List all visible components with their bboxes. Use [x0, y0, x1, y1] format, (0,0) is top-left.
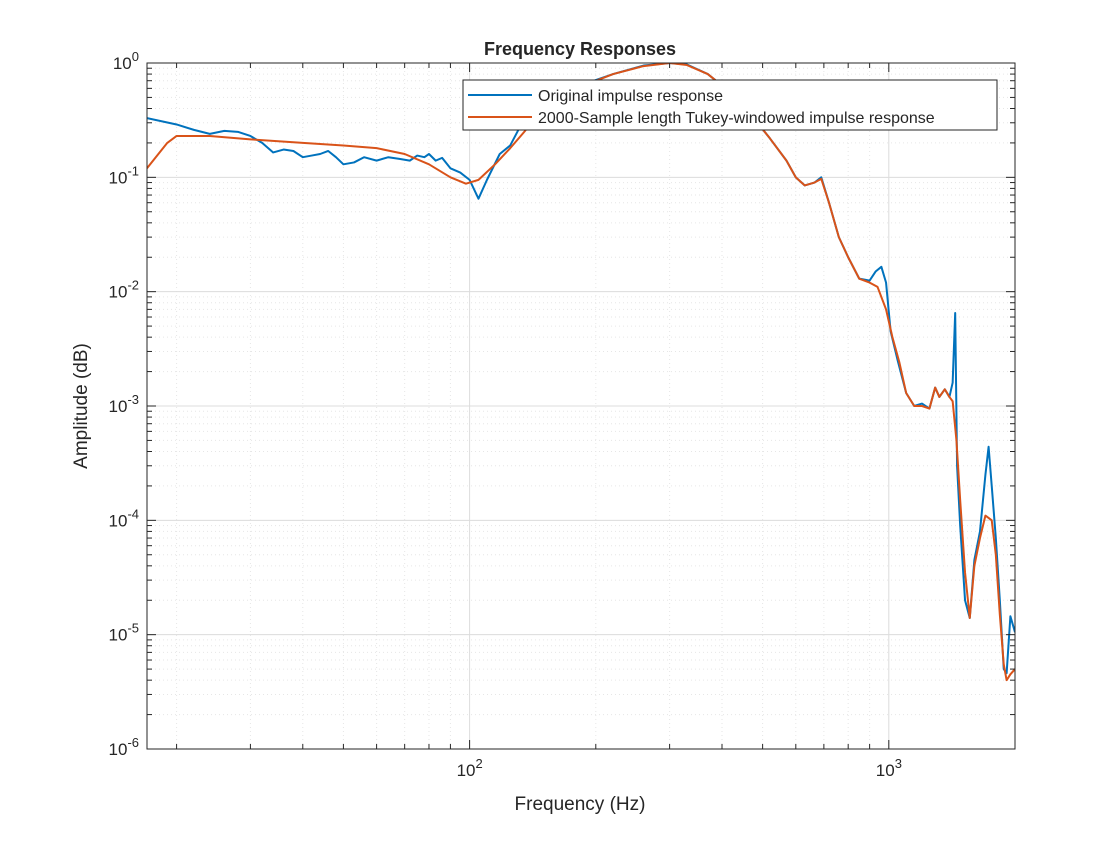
- series-line-tukey: [147, 63, 1015, 682]
- x-axis-label: Frequency (Hz): [515, 794, 646, 815]
- x-tick-label: 102: [457, 756, 483, 780]
- legend-box: [462, 79, 998, 131]
- legend-label-original: Original impulse response: [538, 88, 723, 105]
- y-tick-label: 10-5: [109, 621, 139, 645]
- y-tick-label: 10-3: [109, 392, 139, 416]
- legend: Original impulse response 2000-Sample le…: [462, 79, 998, 131]
- y-tick-label: 10-4: [109, 506, 139, 530]
- series-layer: [147, 63, 1015, 682]
- legend-label-tukey: 2000-Sample length Tukey-windowed impuls…: [538, 110, 935, 127]
- y-tick-label: 10-2: [109, 278, 139, 302]
- tick-marks: [147, 62, 1016, 750]
- x-tick-label: 103: [876, 756, 902, 780]
- y-axis-label: Amplitude (dB): [71, 343, 92, 469]
- y-tick-label: 10-1: [109, 163, 139, 187]
- tick-labels: 10-6 10-5 10-4 10-3 10-2 10-1 100 102 103: [109, 49, 902, 780]
- chart-title: Frequency Responses: [484, 39, 676, 59]
- grid: [147, 62, 1016, 750]
- y-tick-label: 100: [113, 49, 139, 73]
- y-tick-label: 10-6: [109, 735, 139, 759]
